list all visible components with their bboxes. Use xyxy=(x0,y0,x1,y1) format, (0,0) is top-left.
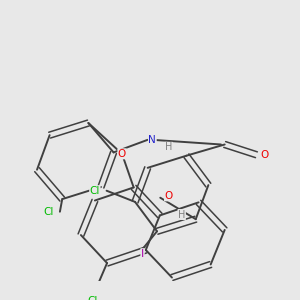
Text: O: O xyxy=(118,149,126,159)
Text: O: O xyxy=(164,191,173,201)
Text: O: O xyxy=(261,150,269,160)
Text: N: N xyxy=(148,135,156,145)
Text: Cl: Cl xyxy=(88,296,98,300)
Text: Cl: Cl xyxy=(43,207,53,217)
Text: Cl: Cl xyxy=(90,186,100,196)
Text: H: H xyxy=(165,142,172,152)
Text: I: I xyxy=(141,249,144,259)
Text: H: H xyxy=(178,209,185,220)
